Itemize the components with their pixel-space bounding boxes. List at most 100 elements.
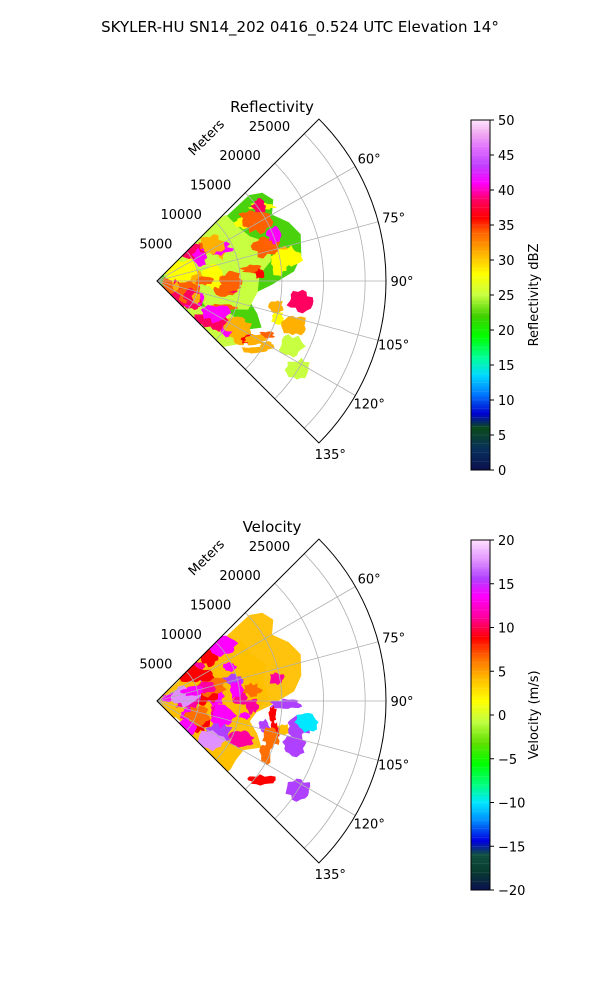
figure-suptitle: SKYLER-HU SN14_202 0416_0.524 UTC Elevat…: [101, 18, 499, 37]
echo-cell: [245, 698, 260, 715]
echo-cell: [195, 730, 227, 752]
echo-cell: [200, 304, 232, 324]
range-tick-label: 10000: [161, 628, 202, 643]
echo-cell: [286, 289, 314, 314]
range-tick-label: 20000: [219, 569, 260, 584]
echo-cell: [247, 774, 276, 786]
azimuth-gridline: [156, 166, 356, 282]
range-tick-label: 5000: [139, 658, 172, 673]
colorbar-tick-label: 25: [498, 289, 515, 304]
echo-cell: [269, 672, 285, 686]
echo-cell: [268, 705, 277, 725]
colorbar-tick-label: 20: [498, 324, 515, 339]
echo-cell: [259, 743, 271, 766]
colorbar-tick-label: 5: [498, 429, 506, 444]
range-tick-label: 20000: [219, 149, 260, 164]
colorbar-tick-label: −20: [498, 884, 525, 899]
echo-cell: [284, 357, 310, 380]
echo-cell: [254, 268, 265, 279]
azimuth-tick-label: 120°: [354, 818, 385, 833]
colorbar: [471, 540, 490, 890]
range-tick-label: 5000: [139, 238, 172, 253]
azimuth-gridline: [156, 280, 356, 396]
colorbar-tick-label: −10: [498, 797, 525, 812]
colorbar-tick-label: 10: [498, 622, 515, 637]
echo-cell: [229, 680, 245, 700]
azimuth-tick-label: 75°: [382, 632, 405, 647]
echo-cell: [219, 270, 243, 293]
colorbar-tick-label: 0: [498, 464, 506, 479]
range-tick-label: 10000: [161, 208, 202, 223]
echo-cell: [271, 309, 284, 325]
echo-cell: [242, 676, 256, 684]
colorbar-tick-label: 45: [498, 149, 515, 164]
echo-cell: [294, 713, 319, 733]
azimuth-gridline: [156, 641, 379, 702]
colorbar-tick-label: −15: [498, 840, 525, 855]
colorbar-tick-label: −5: [498, 753, 517, 768]
colorbar-tick-label: 15: [498, 578, 515, 593]
azimuth-gridline: [156, 586, 356, 702]
echo-field: [157, 192, 314, 380]
echo-cell: [265, 225, 282, 245]
echo-cell: [191, 247, 208, 267]
echo-cell: [277, 245, 304, 267]
range-tick-label: 15000: [190, 179, 231, 194]
colorbar-tick-label: 5: [498, 665, 506, 680]
echo-cell: [242, 682, 263, 698]
azimuth-gridline: [156, 700, 356, 816]
colorbar-tick-label: 40: [498, 184, 515, 199]
range-tick-label: 25000: [249, 120, 290, 135]
range-tick-label: 25000: [249, 540, 290, 555]
azimuth-tick-label: 90°: [390, 275, 413, 290]
sector-frame: [156, 538, 387, 864]
echo-cell: [170, 685, 202, 708]
azimuth-tick-label: 135°: [315, 868, 346, 883]
echo-cell: [281, 315, 306, 336]
colorbar-tick-label: 50: [498, 114, 515, 129]
azimuth-tick-label: 120°: [354, 398, 385, 413]
echo-cell: [200, 234, 226, 256]
azimuth-tick-label: 90°: [390, 695, 413, 710]
echo-cell: [243, 334, 268, 346]
azimuth-tick-label: 75°: [382, 212, 405, 227]
colorbar-tick-label: 35: [498, 219, 515, 234]
echo-cell: [239, 711, 251, 720]
echo-cell: [237, 655, 262, 668]
azimuth-gridline: [156, 280, 379, 341]
echo-cell: [228, 730, 255, 746]
colorbar-label: Reflectivity dBZ: [527, 244, 542, 347]
echo-cell: [210, 704, 237, 729]
echo-cell: [278, 334, 306, 358]
sector-frame: [156, 118, 387, 444]
echo-cell: [282, 734, 307, 758]
azimuth-tick-label: 105°: [378, 758, 409, 773]
colorbar-tick-label: 10: [498, 394, 515, 409]
echo-cell: [273, 724, 294, 736]
echo-cell: [183, 705, 211, 727]
azimuth-tick-label: 105°: [378, 338, 409, 353]
velocity-panel: Velocity500010000150002000025000Meters60…: [139, 518, 542, 899]
panel-title: Reflectivity: [230, 98, 314, 116]
azimuth-tick-label: 135°: [315, 448, 346, 463]
azimuth-tick-label: 60°: [358, 153, 381, 168]
colorbar-tick-label: 15: [498, 359, 515, 374]
azimuth-tick-label: 60°: [358, 573, 381, 588]
colorbar-tick-label: 30: [498, 254, 515, 269]
colorbar: [471, 120, 490, 470]
range-tick-label: 15000: [190, 599, 231, 614]
echo-cell: [241, 346, 268, 354]
echo-cell: [196, 669, 215, 682]
panel-title: Velocity: [243, 518, 302, 536]
colorbar-tick-label: 20: [498, 534, 515, 549]
echo-cell: [259, 341, 275, 350]
echo-cell: [222, 662, 237, 673]
echo-cell: [250, 198, 267, 214]
colorbar-tick-label: 0: [498, 709, 506, 724]
azimuth-gridline: [156, 700, 379, 761]
reflectivity-panel: Reflectivity500010000150002000025000Mete…: [139, 98, 542, 479]
azimuth-gridline: [156, 221, 379, 282]
echo-cell: [213, 282, 227, 294]
colorbar-label: Velocity (m/s): [527, 670, 542, 759]
